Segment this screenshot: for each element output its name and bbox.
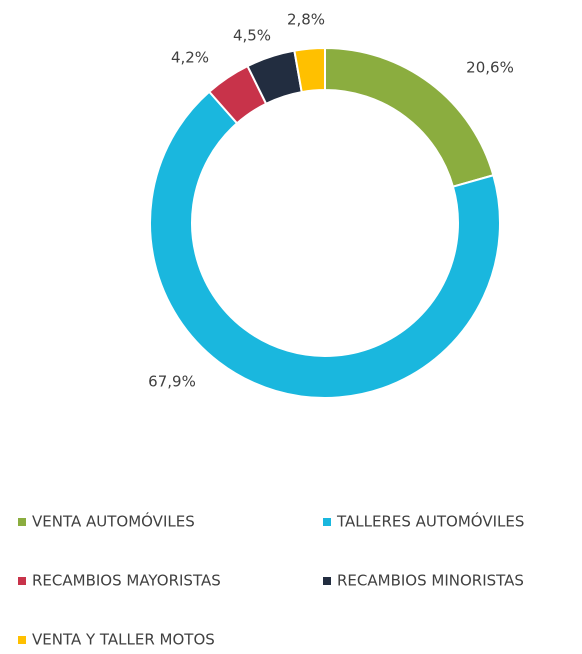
donut-segment	[149, 90, 501, 399]
data-label: 2,8%	[287, 11, 325, 29]
data-label: 20,6%	[466, 59, 514, 77]
legend-swatch	[323, 577, 331, 585]
data-label: 4,5%	[233, 27, 271, 45]
donut-segment	[293, 46, 326, 94]
data-label: 4,2%	[171, 49, 209, 67]
legend-label: RECAMBIOS MAYORISTAS	[32, 572, 221, 590]
legend-swatch	[18, 577, 26, 585]
data-label: 67,9%	[148, 373, 196, 391]
legend-label: TALLERES AUTOMÓVILES	[336, 512, 524, 531]
legend-label: VENTA Y TALLER MOTOS	[32, 631, 215, 649]
legend-swatch	[18, 518, 26, 526]
legend-label: VENTA AUTOMÓVILES	[32, 512, 195, 531]
legend-swatch	[323, 518, 331, 526]
legend-swatch	[18, 636, 26, 644]
legend-label: RECAMBIOS MINORISTAS	[337, 572, 524, 590]
